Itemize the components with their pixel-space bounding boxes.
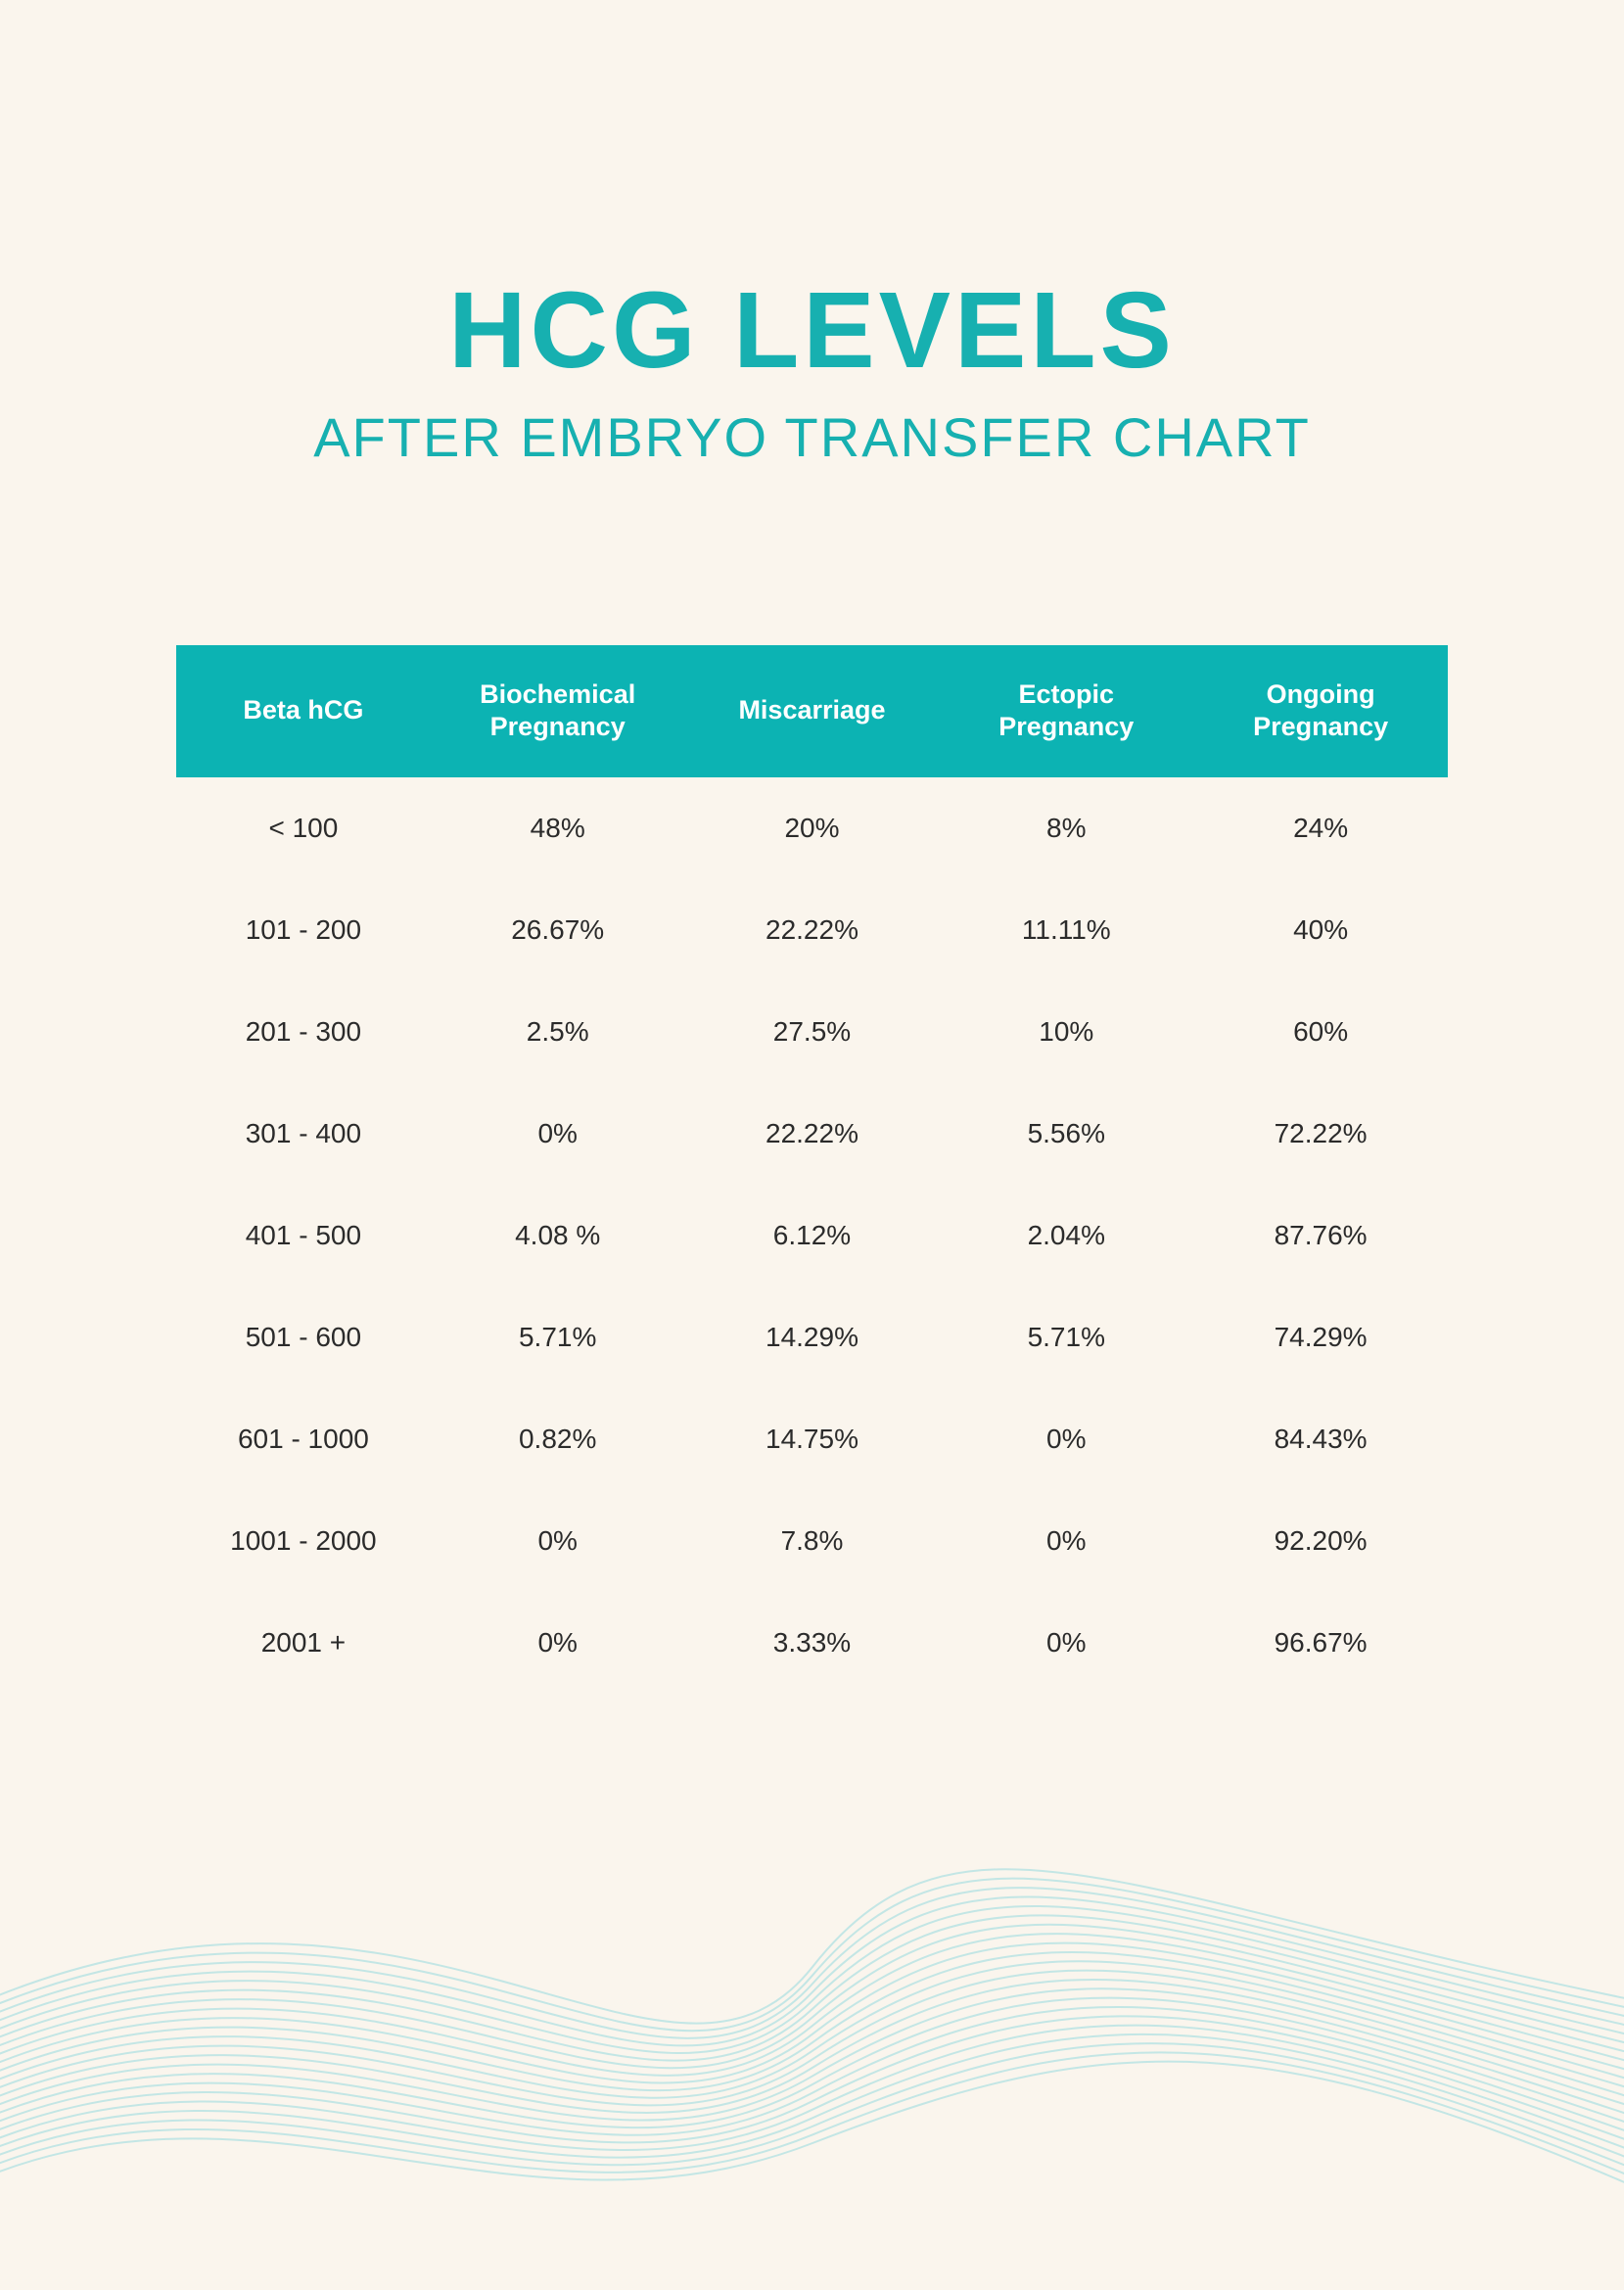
page-subtitle: AFTER EMBRYO TRANSFER CHART <box>176 405 1448 469</box>
col-header: Ongoing Pregnancy <box>1193 645 1448 778</box>
cell-value: 3.33% <box>685 1592 940 1694</box>
title-block: HCG LEVELS AFTER EMBRYO TRANSFER CHART <box>176 274 1448 469</box>
table-row: 1001 - 2000 0% 7.8% 0% 92.20% <box>176 1490 1448 1592</box>
table-body: < 100 48% 20% 8% 24% 101 - 200 26.67% 22… <box>176 777 1448 1694</box>
cell-value: 87.76% <box>1193 1185 1448 1286</box>
table-row: 601 - 1000 0.82% 14.75% 0% 84.43% <box>176 1388 1448 1490</box>
table-row: 501 - 600 5.71% 14.29% 5.71% 74.29% <box>176 1286 1448 1388</box>
col-header: Ectopic Pregnancy <box>939 645 1193 778</box>
col-header: Biochemical Pregnancy <box>431 645 685 778</box>
cell-value: 10% <box>939 981 1193 1083</box>
cell-value: 5.71% <box>431 1286 685 1388</box>
cell-range: 401 - 500 <box>176 1185 431 1286</box>
cell-value: 27.5% <box>685 981 940 1083</box>
cell-range: 101 - 200 <box>176 879 431 981</box>
cell-range: 501 - 600 <box>176 1286 431 1388</box>
cell-value: 72.22% <box>1193 1083 1448 1185</box>
cell-range: 301 - 400 <box>176 1083 431 1185</box>
table-row: < 100 48% 20% 8% 24% <box>176 777 1448 879</box>
table-row: 301 - 400 0% 22.22% 5.56% 72.22% <box>176 1083 1448 1185</box>
cell-value: 22.22% <box>685 879 940 981</box>
cell-value: 0% <box>431 1083 685 1185</box>
cell-value: 22.22% <box>685 1083 940 1185</box>
table-header-row: Beta hCG Biochemical Pregnancy Miscarria… <box>176 645 1448 778</box>
cell-value: 0.82% <box>431 1388 685 1490</box>
cell-range: 2001 + <box>176 1592 431 1694</box>
cell-value: 7.8% <box>685 1490 940 1592</box>
cell-range: 201 - 300 <box>176 981 431 1083</box>
cell-value: 74.29% <box>1193 1286 1448 1388</box>
cell-value: 11.11% <box>939 879 1193 981</box>
cell-range: < 100 <box>176 777 431 879</box>
cell-value: 2.5% <box>431 981 685 1083</box>
col-header: Beta hCG <box>176 645 431 778</box>
table-row: 101 - 200 26.67% 22.22% 11.11% 40% <box>176 879 1448 981</box>
cell-value: 14.29% <box>685 1286 940 1388</box>
page-title: HCG LEVELS <box>176 274 1448 388</box>
col-header: Miscarriage <box>685 645 940 778</box>
cell-value: 4.08 % <box>431 1185 685 1286</box>
cell-value: 0% <box>939 1592 1193 1694</box>
table-row: 2001 + 0% 3.33% 0% 96.67% <box>176 1592 1448 1694</box>
cell-value: 2.04% <box>939 1185 1193 1286</box>
cell-value: 5.71% <box>939 1286 1193 1388</box>
cell-value: 20% <box>685 777 940 879</box>
table-row: 401 - 500 4.08 % 6.12% 2.04% 87.76% <box>176 1185 1448 1286</box>
cell-value: 8% <box>939 777 1193 879</box>
cell-value: 84.43% <box>1193 1388 1448 1490</box>
cell-value: 60% <box>1193 981 1448 1083</box>
cell-value: 26.67% <box>431 879 685 981</box>
cell-value: 0% <box>431 1592 685 1694</box>
cell-range: 1001 - 2000 <box>176 1490 431 1592</box>
table-header: Beta hCG Biochemical Pregnancy Miscarria… <box>176 645 1448 778</box>
cell-value: 48% <box>431 777 685 879</box>
page-container: HCG LEVELS AFTER EMBRYO TRANSFER CHART B… <box>0 0 1624 2290</box>
cell-value: 5.56% <box>939 1083 1193 1185</box>
cell-range: 601 - 1000 <box>176 1388 431 1490</box>
cell-value: 0% <box>939 1490 1193 1592</box>
cell-value: 0% <box>939 1388 1193 1490</box>
table-row: 201 - 300 2.5% 27.5% 10% 60% <box>176 981 1448 1083</box>
cell-value: 0% <box>431 1490 685 1592</box>
cell-value: 92.20% <box>1193 1490 1448 1592</box>
hcg-table: Beta hCG Biochemical Pregnancy Miscarria… <box>176 645 1448 1695</box>
cell-value: 6.12% <box>685 1185 940 1286</box>
cell-value: 40% <box>1193 879 1448 981</box>
cell-value: 14.75% <box>685 1388 940 1490</box>
cell-value: 24% <box>1193 777 1448 879</box>
cell-value: 96.67% <box>1193 1592 1448 1694</box>
